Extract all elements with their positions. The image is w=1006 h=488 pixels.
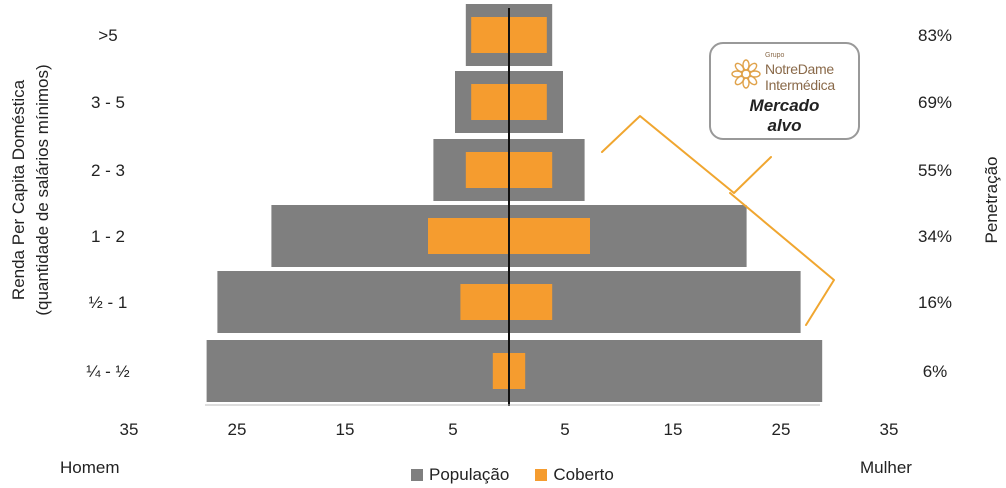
category-label: ¼ - ½ [86, 362, 129, 381]
logo-name-line1: NotreDame [765, 61, 834, 77]
x-tick-label: 25 [772, 420, 791, 439]
legend-swatch-coberto [535, 469, 548, 481]
y-axis-label-line1: Renda Per Capita Doméstica [9, 79, 28, 300]
logo-name-line2: Intermédica [765, 77, 835, 93]
callout-text-line1: Mercado [749, 96, 820, 115]
x-tick-label: 35 [880, 420, 899, 439]
x-tick-label: 15 [336, 420, 355, 439]
category-label: >5 [98, 26, 117, 45]
x-tick-label: 5 [448, 420, 457, 439]
penetration-label: 55% [918, 161, 952, 180]
legend: População Coberto [411, 465, 614, 485]
y2-axis-label: Penetração [982, 157, 1001, 244]
callout-text: Mercado alvo [711, 96, 858, 136]
category-label: 2 - 3 [91, 161, 125, 180]
legend-label-populacao: População [429, 465, 510, 484]
mercado-alvo-callout: Grupo NotreDame Intermédica Mercado alvo [709, 42, 860, 140]
y-axis-label-line2: (quantidade de salários mínimos) [33, 64, 52, 315]
penetration-label: 83% [918, 26, 952, 45]
category-label: ½ - 1 [89, 293, 128, 312]
category-label: 3 - 5 [91, 93, 125, 112]
legend-label-coberto: Coberto [553, 465, 614, 484]
penetration-label: 69% [918, 93, 952, 112]
x-tick-label: 5 [560, 420, 569, 439]
notredame-flower-icon [731, 59, 761, 89]
penetration-label: 6% [923, 362, 948, 381]
target-brace-line [601, 115, 835, 326]
category-label: 1 - 2 [91, 227, 125, 246]
penetration-label: 16% [918, 293, 952, 312]
legend-swatch-populacao [411, 469, 423, 481]
left-label-homem: Homem [60, 458, 120, 477]
penetration-label: 34% [918, 227, 952, 246]
right-label-mulher: Mulher [860, 458, 912, 477]
x-tick-label: 15 [664, 420, 683, 439]
logo-grupo-text: Grupo [765, 52, 785, 59]
x-tick-label: 25 [228, 420, 247, 439]
callout-text-line2: alvo [767, 116, 802, 135]
x-tick-label: 35 [120, 420, 139, 439]
bar-coberto-1 [460, 284, 553, 320]
notredame-logo: Grupo NotreDame Intermédica [725, 52, 850, 98]
